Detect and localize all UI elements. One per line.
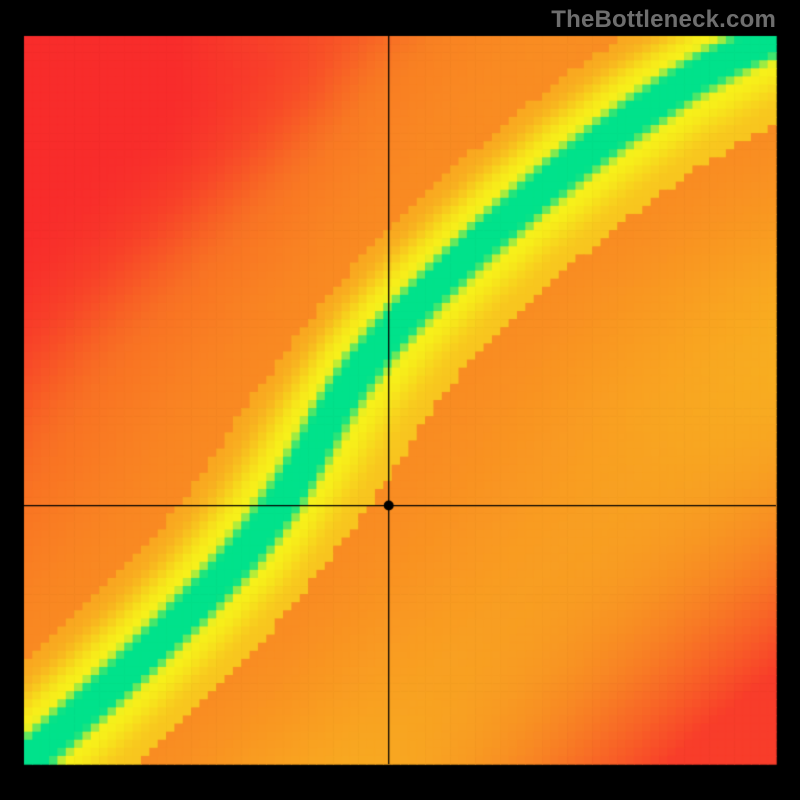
chart-container: TheBottleneck.com [0,0,800,800]
watermark-label: TheBottleneck.com [551,6,776,34]
bottleneck-heatmap [0,0,800,800]
